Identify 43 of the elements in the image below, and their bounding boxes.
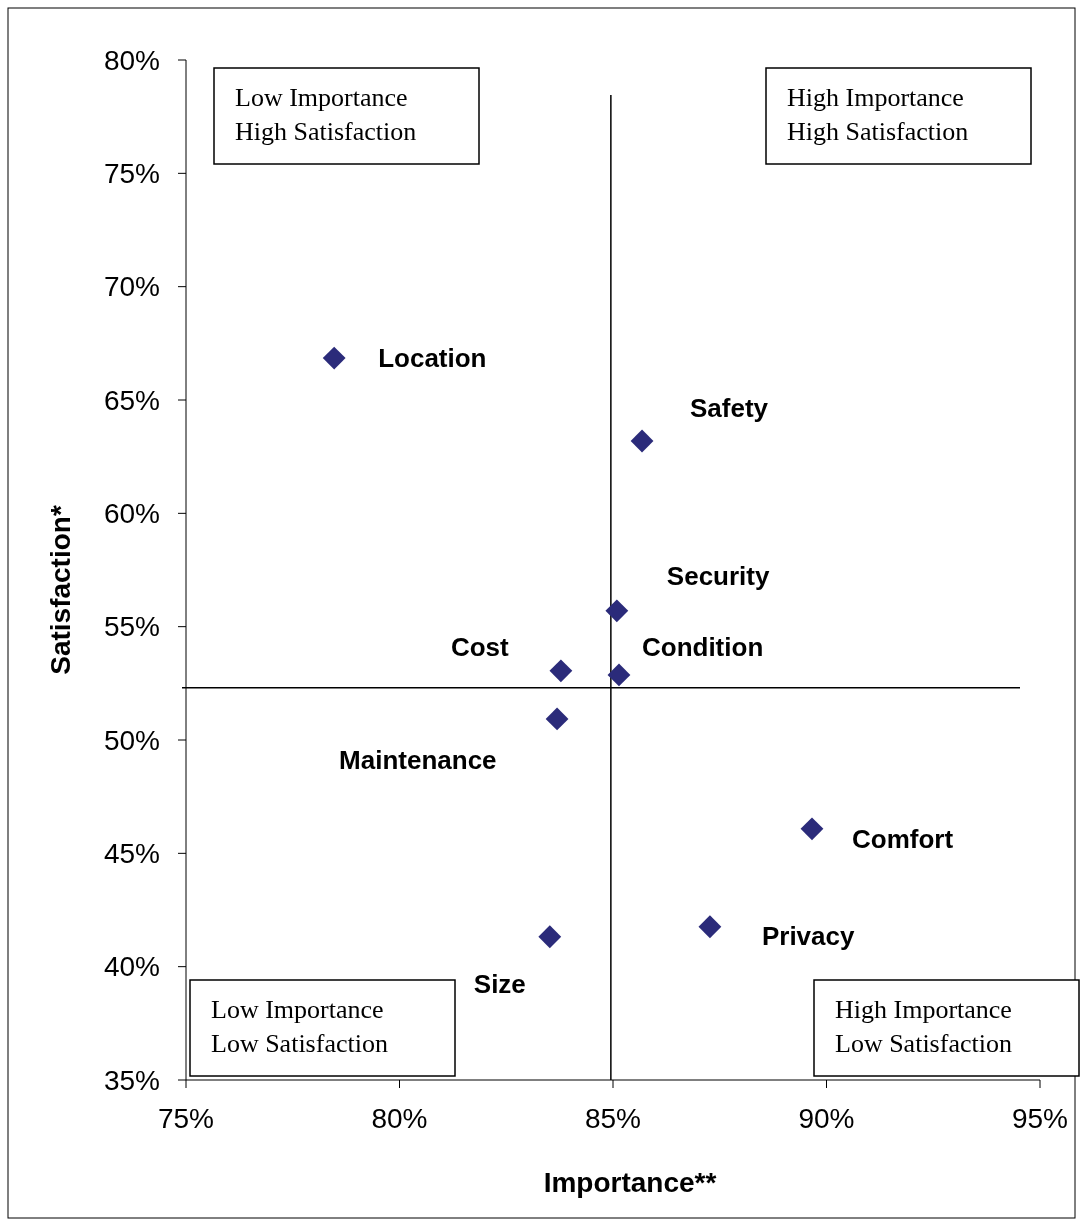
annotation: High Importance Low Satisfaction xyxy=(835,995,1012,1058)
y-tick-label: 55% xyxy=(103,611,160,643)
x-tick-label: 75% xyxy=(157,1103,215,1134)
annotation: Low Importance High Satisfaction xyxy=(235,83,417,146)
quadrant-text-box: Low Importance Low Satisfaction xyxy=(189,979,456,1077)
annotation: Safety xyxy=(690,393,769,424)
y-axis-title: Satisfaction* xyxy=(45,505,76,675)
point xyxy=(605,599,629,623)
y-tick-label: 80% xyxy=(103,44,160,76)
point xyxy=(322,346,346,370)
y-tick-label: 65% xyxy=(103,384,160,416)
y-tick-label: 70% xyxy=(103,271,160,303)
point xyxy=(698,915,722,939)
point xyxy=(545,707,569,731)
x-tick-label: 95% xyxy=(1011,1103,1069,1134)
annotation: High Importance High Satisfaction xyxy=(787,83,969,146)
y-tick-label: 75% xyxy=(103,158,160,190)
annotation: Location xyxy=(378,343,487,374)
point xyxy=(607,663,631,687)
annotation: Low Importance Low Satisfaction xyxy=(211,995,388,1058)
x-tick-label: 90% xyxy=(798,1103,855,1134)
annotation: Size xyxy=(473,968,526,999)
point xyxy=(549,659,573,683)
annotation: Security xyxy=(666,560,770,591)
x-tick-label: 80% xyxy=(371,1103,428,1134)
point xyxy=(630,429,654,453)
annotation: Maintenance xyxy=(339,745,497,776)
y-tick-label: 50% xyxy=(103,724,160,756)
quadrant-text-box: Low Importance High Satisfaction xyxy=(213,67,480,165)
x-axis-title: Importance** xyxy=(543,1167,717,1198)
x-tick-label: 85% xyxy=(584,1103,642,1134)
quadrant-text-box: High Importance High Satisfaction xyxy=(765,67,1032,165)
point xyxy=(538,925,562,949)
y-tick-label: 45% xyxy=(103,838,160,870)
annotation: Condition xyxy=(641,632,764,663)
point xyxy=(800,817,824,841)
annotation: Cost xyxy=(450,631,510,662)
annotation: Comfort xyxy=(851,823,954,854)
y-tick-label: 40% xyxy=(103,951,160,983)
y-tick-label: 60% xyxy=(103,498,160,530)
annotation: Privacy xyxy=(761,920,855,951)
quadrant-text-box: High Importance Low Satisfaction xyxy=(813,979,1080,1077)
y-tick-label: 35% xyxy=(103,1064,160,1096)
